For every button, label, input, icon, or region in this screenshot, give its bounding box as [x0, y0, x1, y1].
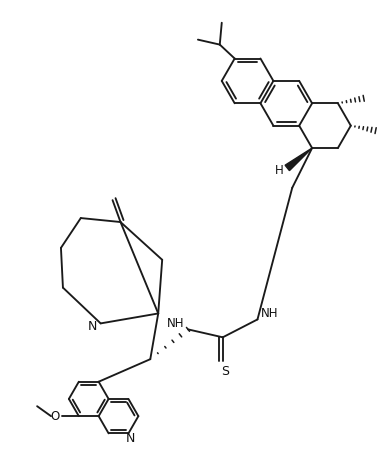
Polygon shape — [285, 148, 312, 171]
Text: NH: NH — [261, 307, 278, 320]
Text: N: N — [88, 320, 98, 333]
Text: H: H — [275, 164, 284, 178]
Text: O: O — [50, 410, 60, 423]
Text: S: S — [221, 365, 229, 378]
Text: N: N — [126, 432, 135, 445]
Text: NH: NH — [167, 317, 185, 330]
